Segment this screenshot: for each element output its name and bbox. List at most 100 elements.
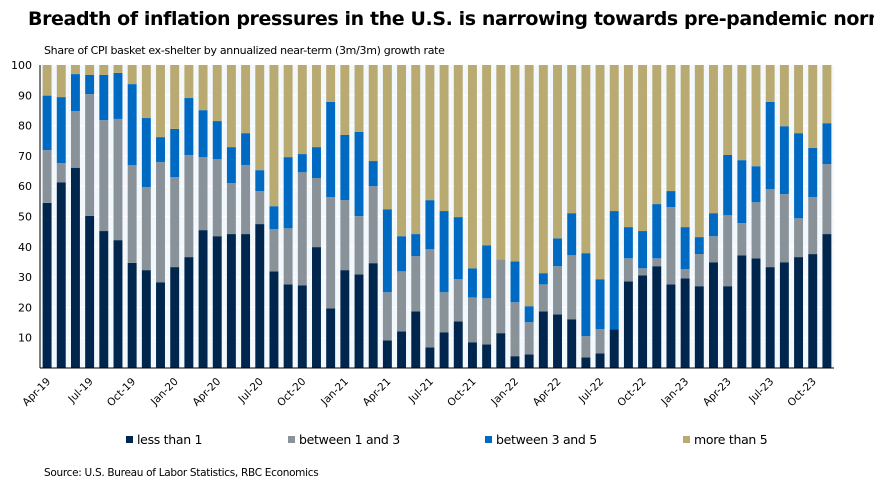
bar-segment-more-than-5 <box>269 65 279 207</box>
bar-segment-more-than-5 <box>638 65 648 232</box>
bar-segment-between-3-and-5 <box>765 101 775 190</box>
bar-segment-between-1-and-3 <box>581 336 591 358</box>
chart-subtitle: Share of CPI basket ex-shelter by annual… <box>44 44 445 57</box>
bar-stack <box>567 65 577 368</box>
bar-stack <box>70 65 80 368</box>
bar-stack <box>439 65 449 368</box>
bar-stack <box>156 65 165 368</box>
bar-segment-more-than-5 <box>779 65 789 127</box>
bar-segment-more-than-5 <box>439 65 449 212</box>
bar-segment-between-3-and-5 <box>652 204 662 259</box>
bar-segment-between-3-and-5 <box>638 231 648 269</box>
bar-segment-more-than-5 <box>198 65 208 111</box>
legend: less than 1 between 1 and 3 between 3 an… <box>0 432 874 448</box>
bar-segment-between-3-and-5 <box>808 148 818 198</box>
legend-swatch <box>288 436 295 443</box>
bar-segment-more-than-5 <box>283 65 293 158</box>
bar-segment-between-1-and-3 <box>567 255 577 320</box>
y-tick-label: 60 <box>18 180 32 193</box>
bar-segment-between-1-and-3 <box>482 298 492 345</box>
bar-segment-between-1-and-3 <box>198 157 208 231</box>
y-tick-label: 100 <box>11 59 32 72</box>
bar-segment-between-3-and-5 <box>312 147 321 179</box>
bar-segment-more-than-5 <box>354 65 364 132</box>
bar-segment-between-1-and-3 <box>241 164 251 235</box>
bar-segment-more-than-5 <box>808 65 818 149</box>
bar-segment-less-than-1 <box>340 270 350 368</box>
bar-segment-between-3-and-5 <box>694 237 704 255</box>
bar-segment-between-3-and-5 <box>567 213 577 256</box>
bar-segment-between-1-and-3 <box>99 120 109 232</box>
bar-segment-between-1-and-3 <box>127 164 137 263</box>
bar-segment-between-1-and-3 <box>411 256 421 312</box>
bar-stack <box>496 65 506 368</box>
bar-segment-less-than-1 <box>127 262 137 368</box>
bar-segment-less-than-1 <box>269 271 279 368</box>
bar-segment-less-than-1 <box>70 167 80 368</box>
bar-stack <box>411 65 421 368</box>
bar-segment-less-than-1 <box>765 267 775 368</box>
bar-segment-less-than-1 <box>553 314 562 368</box>
bar-segment-between-3-and-5 <box>241 133 251 165</box>
bar-stack <box>212 65 222 368</box>
bar-segment-between-1-and-3 <box>496 259 506 334</box>
bar-segment-between-3-and-5 <box>212 121 222 160</box>
bar-segment-more-than-5 <box>623 65 633 228</box>
bar-segment-more-than-5 <box>42 65 52 96</box>
bar-segment-between-3-and-5 <box>184 98 194 155</box>
x-tick-label: Apr-21 <box>361 376 394 409</box>
bar-stack <box>553 65 562 368</box>
bar-stack <box>42 65 52 368</box>
legend-swatch <box>485 436 492 443</box>
bar-stack <box>99 65 109 368</box>
bar-segment-more-than-5 <box>765 65 775 102</box>
bar-segment-less-than-1 <box>581 357 591 368</box>
bar-stack <box>794 65 804 368</box>
bar-segment-less-than-1 <box>808 254 818 368</box>
bar-stack <box>765 65 775 368</box>
bar-segment-between-3-and-5 <box>581 253 591 337</box>
bar-segment-between-1-and-3 <box>822 164 832 235</box>
bar-stack <box>198 65 208 368</box>
bar-segment-between-3-and-5 <box>709 213 718 237</box>
legend-item-less-than-1: less than 1 <box>126 432 203 447</box>
bar-segment-more-than-5 <box>156 65 165 138</box>
bar-segment-more-than-5 <box>538 65 548 274</box>
y-tick-label: 10 <box>18 332 32 345</box>
bar-segment-more-than-5 <box>496 65 506 260</box>
bar-stack <box>297 65 307 368</box>
bar-segment-between-1-and-3 <box>652 258 662 267</box>
bar-segment-less-than-1 <box>666 284 676 368</box>
bar-segment-more-than-5 <box>680 65 690 228</box>
y-tick-label: 70 <box>18 150 32 163</box>
bar-segment-more-than-5 <box>453 65 463 218</box>
bar-segment-less-than-1 <box>652 266 662 368</box>
bar-segment-between-1-and-3 <box>553 266 562 315</box>
bar-segment-between-3-and-5 <box>326 101 336 198</box>
bar-segment-more-than-5 <box>510 65 520 262</box>
y-tick-label: 30 <box>18 271 32 284</box>
bar-segment-between-1-and-3 <box>751 202 761 259</box>
bar-stack <box>623 65 633 368</box>
bar-segment-less-than-1 <box>467 342 477 368</box>
bar-segment-between-1-and-3 <box>255 191 265 225</box>
x-tick-label: Jul-20 <box>236 376 266 406</box>
bar-segment-between-1-and-3 <box>113 118 123 241</box>
bar-segment-between-1-and-3 <box>510 302 520 357</box>
bar-stack <box>141 65 151 368</box>
bar-segment-between-1-and-3 <box>283 228 293 285</box>
bar-stack <box>113 65 123 368</box>
bar-segment-between-3-and-5 <box>70 74 80 112</box>
bar-segment-more-than-5 <box>99 65 109 75</box>
bar-segment-between-1-and-3 <box>297 172 307 286</box>
x-tick-label: Jan-20 <box>148 376 181 409</box>
y-tick-label: 40 <box>18 241 32 254</box>
bar-segment-more-than-5 <box>326 65 336 102</box>
bar-segment-more-than-5 <box>666 65 676 192</box>
bar-segment-more-than-5 <box>226 65 236 148</box>
x-tick-label: Jan-23 <box>658 376 691 409</box>
bar-stack <box>581 65 591 368</box>
bar-stack <box>638 65 648 368</box>
bar-segment-between-1-and-3 <box>340 200 350 271</box>
bar-segment-less-than-1 <box>779 262 789 368</box>
